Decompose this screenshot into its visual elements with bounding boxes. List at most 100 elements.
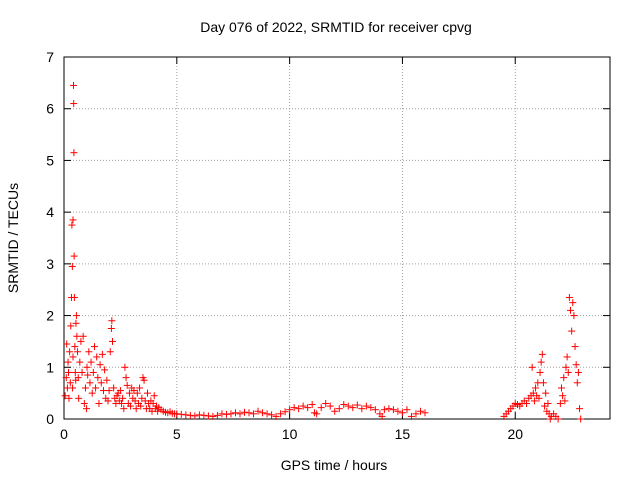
data-point bbox=[143, 389, 151, 397]
data-point bbox=[68, 221, 76, 229]
data-point bbox=[563, 353, 571, 361]
data-point bbox=[528, 363, 536, 371]
data-point bbox=[97, 379, 105, 387]
data-point bbox=[344, 402, 352, 410]
data-point bbox=[367, 404, 375, 412]
data-point bbox=[65, 394, 73, 402]
y-tick-label: 4 bbox=[46, 204, 54, 220]
y-tick-label: 5 bbox=[46, 152, 54, 168]
data-point bbox=[250, 410, 258, 418]
data-point bbox=[72, 319, 80, 327]
data-point bbox=[123, 381, 131, 389]
data-point bbox=[94, 374, 102, 382]
data-point bbox=[281, 408, 289, 416]
data-point bbox=[559, 392, 567, 400]
data-point bbox=[66, 348, 74, 356]
data-point bbox=[398, 409, 406, 417]
data-point bbox=[64, 358, 72, 366]
data-point bbox=[536, 368, 544, 376]
data-point bbox=[120, 405, 128, 413]
data-point bbox=[83, 405, 91, 413]
data-point bbox=[562, 363, 570, 371]
data-point bbox=[295, 405, 303, 413]
data-point bbox=[389, 406, 397, 414]
data-point bbox=[560, 374, 568, 382]
data-point bbox=[535, 394, 543, 402]
data-point bbox=[96, 361, 104, 369]
data-point bbox=[569, 299, 577, 307]
data-point bbox=[385, 405, 393, 413]
data-point bbox=[69, 353, 77, 361]
data-point bbox=[272, 412, 280, 420]
data-point bbox=[236, 410, 244, 418]
data-point bbox=[322, 399, 330, 407]
data-point bbox=[70, 100, 78, 108]
data-series bbox=[61, 81, 585, 423]
data-point bbox=[277, 410, 285, 418]
axis-ticks: 0 5 10 15 20 0 1 2 3 4 5 6 7 bbox=[46, 49, 610, 442]
data-point bbox=[577, 415, 585, 423]
data-point bbox=[140, 376, 148, 384]
data-point bbox=[87, 358, 95, 366]
data-point bbox=[371, 406, 379, 414]
data-point bbox=[263, 410, 271, 418]
data-point bbox=[182, 411, 190, 419]
data-point bbox=[89, 368, 97, 376]
data-point bbox=[110, 384, 118, 392]
data-point bbox=[421, 409, 429, 417]
data-point bbox=[70, 149, 78, 157]
data-point bbox=[67, 322, 75, 330]
data-point bbox=[125, 389, 133, 397]
data-point bbox=[173, 410, 181, 418]
data-point bbox=[407, 412, 415, 420]
data-point bbox=[86, 379, 94, 387]
data-point bbox=[290, 404, 298, 412]
data-point bbox=[103, 376, 111, 384]
data-point bbox=[331, 407, 339, 415]
data-point bbox=[572, 361, 580, 369]
data-point bbox=[118, 399, 126, 407]
data-point bbox=[133, 389, 141, 397]
y-tick-label: 6 bbox=[46, 101, 54, 117]
data-point bbox=[286, 406, 294, 414]
data-point bbox=[349, 404, 357, 412]
data-point bbox=[93, 353, 101, 361]
data-point bbox=[412, 410, 420, 418]
x-tick-label: 10 bbox=[282, 426, 298, 442]
data-point bbox=[137, 402, 145, 410]
data-point bbox=[108, 317, 116, 325]
data-point bbox=[70, 293, 78, 301]
data-point bbox=[222, 410, 230, 418]
data-point bbox=[107, 325, 115, 332]
data-point bbox=[538, 350, 546, 358]
data-point bbox=[268, 411, 276, 419]
data-point bbox=[150, 392, 158, 400]
data-point bbox=[61, 392, 69, 400]
data-point bbox=[136, 384, 144, 392]
data-point bbox=[95, 399, 103, 407]
x-tick-label: 20 bbox=[507, 426, 523, 442]
data-point bbox=[69, 81, 77, 89]
data-point bbox=[573, 379, 581, 387]
data-point bbox=[218, 410, 226, 418]
data-point bbox=[523, 399, 531, 407]
y-tick-label: 2 bbox=[46, 308, 54, 324]
plot-frame bbox=[63, 56, 611, 420]
data-point bbox=[68, 262, 76, 270]
data-point bbox=[75, 394, 83, 402]
data-point bbox=[66, 379, 74, 387]
data-point bbox=[416, 407, 424, 415]
data-point bbox=[570, 312, 578, 320]
data-point bbox=[65, 368, 73, 376]
data-point bbox=[254, 407, 262, 415]
data-point bbox=[576, 405, 584, 413]
data-point bbox=[78, 368, 86, 376]
data-point bbox=[532, 384, 540, 392]
data-point bbox=[362, 402, 370, 410]
data-point bbox=[231, 409, 239, 417]
data-point bbox=[556, 399, 564, 407]
data-point bbox=[121, 363, 129, 371]
data-point bbox=[83, 363, 91, 371]
x-tick-label: 0 bbox=[60, 426, 68, 442]
